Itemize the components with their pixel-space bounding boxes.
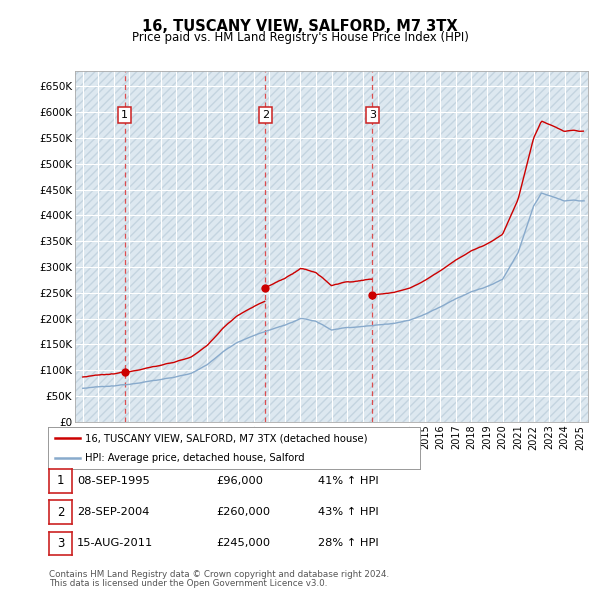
Text: 3: 3 [57,537,64,550]
Text: Price paid vs. HM Land Registry's House Price Index (HPI): Price paid vs. HM Land Registry's House … [131,31,469,44]
Text: £245,000: £245,000 [216,539,270,548]
Text: 15-AUG-2011: 15-AUG-2011 [77,539,153,548]
Text: 16, TUSCANY VIEW, SALFORD, M7 3TX (detached house): 16, TUSCANY VIEW, SALFORD, M7 3TX (detac… [85,433,368,443]
Text: 28-SEP-2004: 28-SEP-2004 [77,507,149,517]
Text: 2: 2 [57,506,64,519]
Text: £260,000: £260,000 [216,507,270,517]
Text: 28% ↑ HPI: 28% ↑ HPI [318,539,379,548]
Text: 41% ↑ HPI: 41% ↑ HPI [318,476,379,486]
Text: 1: 1 [57,474,64,487]
Text: HPI: Average price, detached house, Salford: HPI: Average price, detached house, Salf… [85,454,305,463]
Text: 2: 2 [262,110,269,120]
Text: Contains HM Land Registry data © Crown copyright and database right 2024.: Contains HM Land Registry data © Crown c… [49,570,389,579]
Text: 16, TUSCANY VIEW, SALFORD, M7 3TX: 16, TUSCANY VIEW, SALFORD, M7 3TX [142,19,458,34]
Text: 08-SEP-1995: 08-SEP-1995 [77,476,149,486]
Text: £96,000: £96,000 [216,476,263,486]
Text: 3: 3 [369,110,376,120]
Text: 43% ↑ HPI: 43% ↑ HPI [318,507,379,517]
Text: This data is licensed under the Open Government Licence v3.0.: This data is licensed under the Open Gov… [49,579,328,588]
Text: 1: 1 [121,110,128,120]
